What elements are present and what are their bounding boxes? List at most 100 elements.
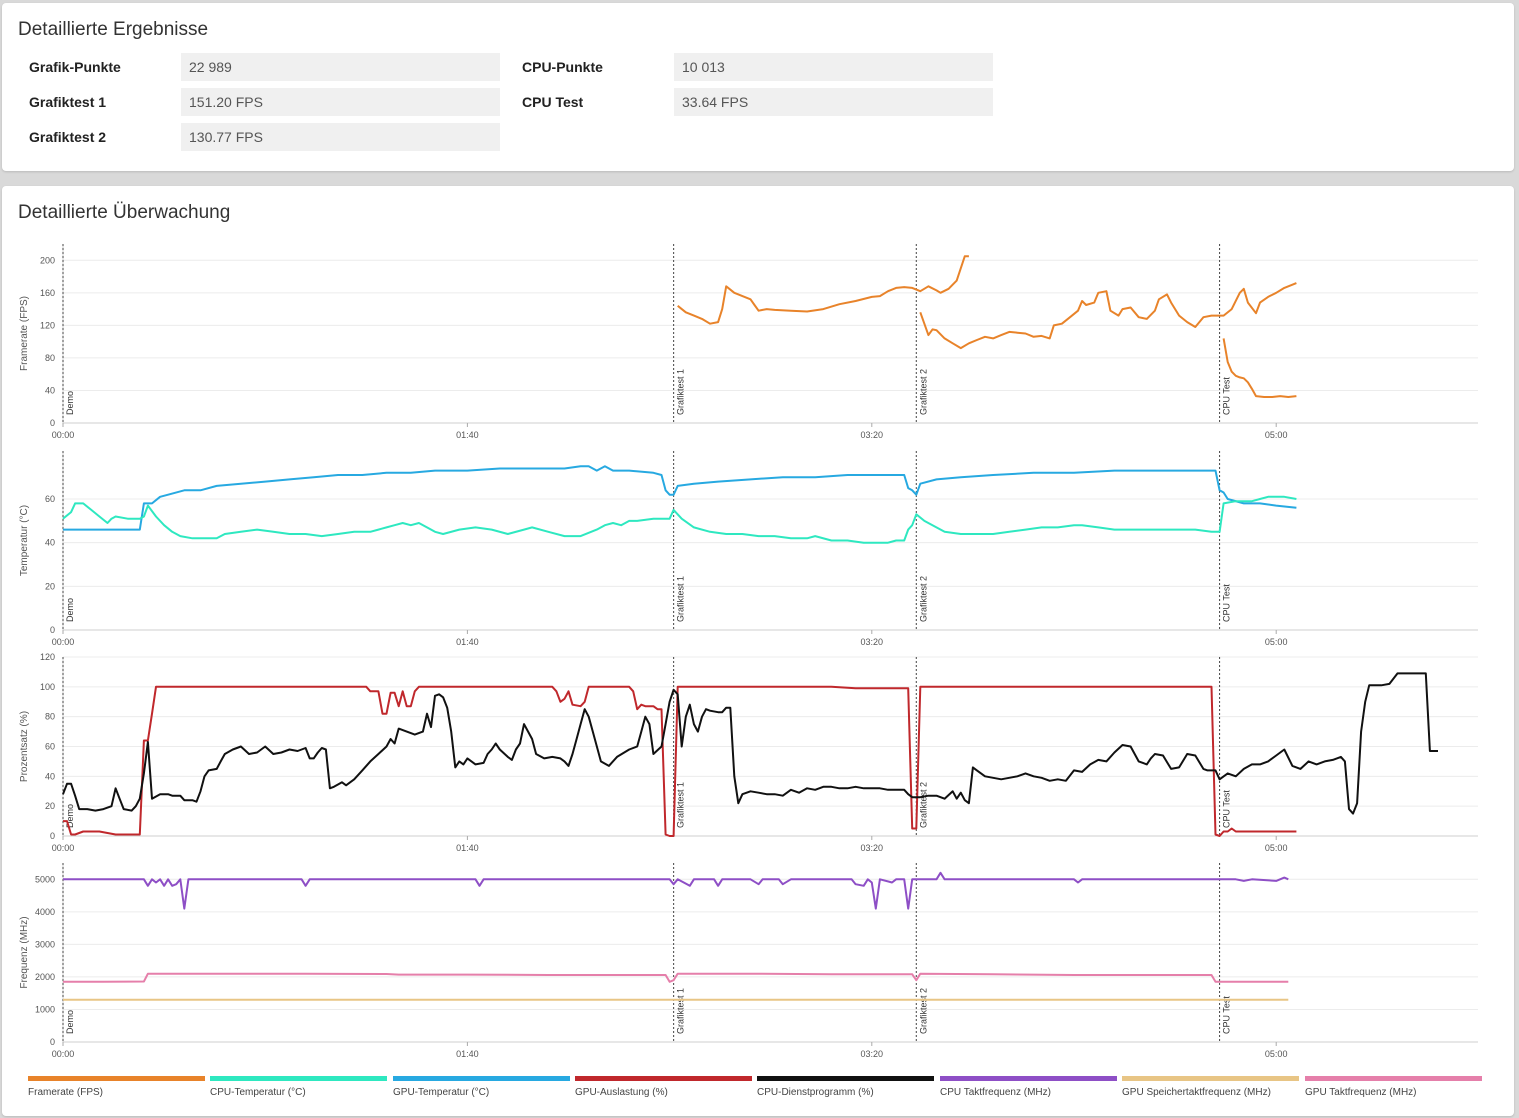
- series-line-gpu-temp: [63, 465, 1297, 531]
- monitoring-panel: Detaillierte Überwachung: [2, 186, 1514, 1116]
- y-tick-label: 0: [50, 831, 55, 841]
- legend-item-gpu-clock[interactable]: GPU Taktfrequenz (MHz): [1305, 1076, 1482, 1098]
- cpu-test-label: CPU Test: [522, 94, 584, 110]
- legend-swatch: [757, 1076, 934, 1081]
- x-tick-label: 00:00: [52, 1049, 75, 1059]
- legend-swatch: [28, 1076, 205, 1081]
- legend-item-cpu-temp[interactable]: CPU-Temperatur (°C): [210, 1076, 387, 1098]
- y-tick-label: 20: [45, 581, 55, 591]
- y-tick-label: 60: [45, 742, 55, 752]
- y-tick-label: 160: [40, 288, 55, 298]
- results-title: Detaillierte Ergebnisse: [18, 19, 209, 40]
- monitoring-title: Detaillierte Überwachung: [18, 202, 231, 223]
- y-tick-label: 20: [45, 801, 55, 811]
- x-tick-label: 03:20: [861, 1049, 884, 1059]
- section-marker-label: Grafiktest 2: [918, 369, 928, 415]
- x-tick-label: 01:40: [456, 843, 479, 853]
- y-tick-label: 120: [40, 320, 55, 330]
- legend-label: Framerate (FPS): [28, 1087, 104, 1098]
- legend-item-framerate[interactable]: Framerate (FPS): [28, 1076, 205, 1098]
- y-tick-label: 120: [40, 652, 55, 662]
- y-tick-label: 0: [50, 418, 55, 428]
- section-marker-label: CPU Test: [1222, 377, 1232, 415]
- section-marker-label: CPU Test: [1222, 996, 1232, 1034]
- results-panel: Detaillierte Ergebnisse Grafik-Punkte 22…: [2, 3, 1514, 171]
- y-tick-label: 3000: [35, 939, 55, 949]
- y-tick-label: 1000: [35, 1004, 55, 1014]
- y-axis-title: Temperatur (°C): [19, 505, 30, 576]
- y-tick-label: 40: [45, 385, 55, 395]
- y-tick-label: 40: [45, 538, 55, 548]
- cpu-score-value: 10 013: [674, 53, 993, 81]
- series-line-cpu-util: [62, 672, 1438, 815]
- y-axis-title: Prozentsatz (%): [19, 711, 30, 782]
- section-marker-label: CPU Test: [1222, 584, 1232, 622]
- y-axis-title: Frequenz (MHz): [19, 916, 30, 988]
- y-tick-label: 100: [40, 682, 55, 692]
- legend-swatch: [575, 1076, 752, 1081]
- y-tick-label: 0: [50, 625, 55, 635]
- section-marker-label: Grafiktest 1: [676, 369, 686, 415]
- series-line-gpu-load: [63, 685, 1297, 837]
- x-tick-label: 03:20: [861, 843, 884, 853]
- y-tick-label: 5000: [35, 874, 55, 884]
- legend-swatch: [1122, 1076, 1299, 1081]
- x-tick-label: 05:00: [1265, 843, 1288, 853]
- legend-item-cpu-clock[interactable]: CPU Taktfrequenz (MHz): [940, 1076, 1117, 1098]
- legend-label: GPU-Temperatur (°C): [393, 1087, 490, 1098]
- y-tick-label: 80: [45, 712, 55, 722]
- y-tick-label: 80: [45, 353, 55, 363]
- series-line-gpu-clock: [63, 972, 1289, 983]
- legend-swatch: [210, 1076, 387, 1081]
- y-tick-label: 0: [50, 1037, 55, 1047]
- series-line-cpu-temp: [62, 495, 1297, 544]
- x-tick-label: 01:40: [456, 637, 479, 647]
- cpu-score-label: CPU-Punkte: [522, 59, 603, 75]
- series-line-framerate: [677, 255, 969, 325]
- legend-label: CPU Taktfrequenz (MHz): [940, 1087, 1051, 1098]
- legend-label: GPU Taktfrequenz (MHz): [1305, 1087, 1417, 1098]
- x-tick-label: 03:20: [861, 430, 884, 440]
- x-tick-label: 05:00: [1265, 430, 1288, 440]
- legend-label: CPU-Temperatur (°C): [210, 1087, 306, 1098]
- legend-item-gpu-load[interactable]: GPU-Auslastung (%): [575, 1076, 752, 1098]
- y-tick-label: 4000: [35, 907, 55, 917]
- section-marker-label: Demo: [65, 391, 75, 415]
- y-tick-label: 40: [45, 771, 55, 781]
- x-tick-label: 01:40: [456, 1049, 479, 1059]
- x-tick-label: 00:00: [52, 843, 75, 853]
- section-marker-label: Grafiktest 2: [918, 988, 928, 1034]
- legend-item-cpu-util[interactable]: CPU-Dienstprogramm (%): [757, 1076, 934, 1098]
- section-marker-label: Grafiktest 1: [676, 576, 686, 622]
- section-marker-label: Grafiktest 1: [676, 782, 686, 828]
- section-marker-label: CPU Test: [1222, 790, 1232, 828]
- section-marker-label: Demo: [65, 598, 75, 622]
- x-tick-label: 05:00: [1265, 1049, 1288, 1059]
- x-tick-label: 01:40: [456, 430, 479, 440]
- graphics-test-2-label: Grafiktest 2: [29, 129, 107, 145]
- legend-swatch: [940, 1076, 1117, 1081]
- graphics-score-value: 22 989: [181, 53, 500, 81]
- legend-item-gpu-temp[interactable]: GPU-Temperatur (°C): [393, 1076, 570, 1098]
- section-marker-label: Grafiktest 1: [676, 988, 686, 1034]
- section-marker-label: Grafiktest 2: [918, 782, 928, 828]
- graphics-test-2-value: 130.77 FPS: [181, 123, 500, 151]
- series-line-framerate: [919, 282, 1297, 350]
- series-line-framerate: [1222, 338, 1297, 398]
- x-tick-label: 00:00: [52, 430, 75, 440]
- section-marker-label: Demo: [65, 1010, 75, 1034]
- y-tick-label: 60: [45, 494, 55, 504]
- x-tick-label: 03:20: [861, 637, 884, 647]
- series-line-cpu-clock: [63, 871, 1289, 910]
- x-tick-label: 05:00: [1265, 637, 1288, 647]
- legend-swatch: [393, 1076, 570, 1081]
- legend-label: GPU Speichertaktfrequenz (MHz): [1122, 1087, 1271, 1098]
- legend-label: GPU-Auslastung (%): [575, 1087, 668, 1098]
- graphics-test-1-label: Grafiktest 1: [29, 94, 107, 110]
- graphics-score-label: Grafik-Punkte: [29, 59, 121, 75]
- graphics-test-1-value: 151.20 FPS: [181, 88, 500, 116]
- section-marker-label: Demo: [65, 804, 75, 828]
- section-marker-label: Grafiktest 2: [918, 576, 928, 622]
- legend-item-gpu-mem-clock[interactable]: GPU Speichertaktfrequenz (MHz): [1122, 1076, 1299, 1098]
- cpu-test-value: 33.64 FPS: [674, 88, 993, 116]
